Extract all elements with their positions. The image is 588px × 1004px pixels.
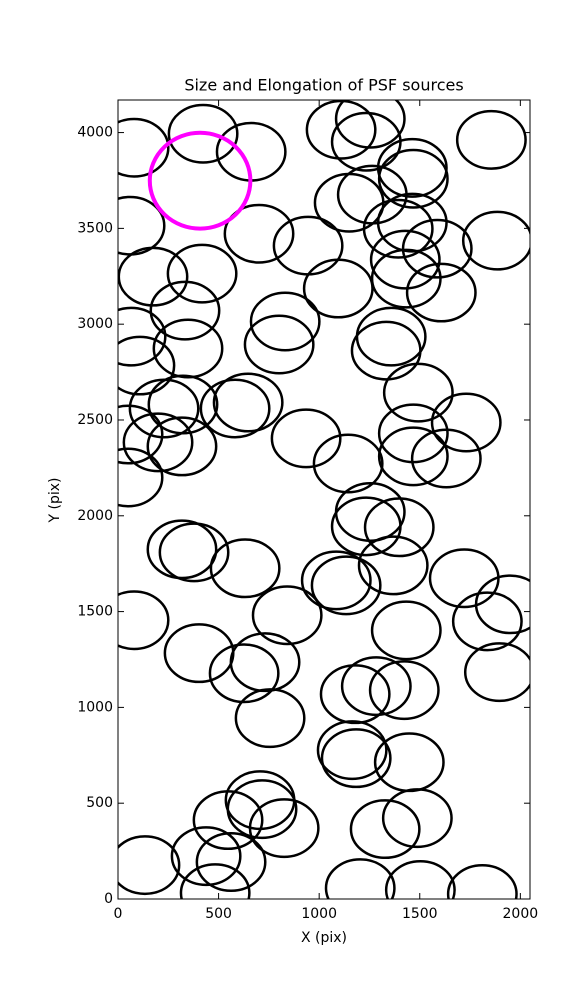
psf-ellipse (330, 496, 402, 557)
psf-ellipse (118, 404, 164, 465)
psf-ellipse (302, 258, 374, 319)
psf-ellipse (248, 798, 320, 859)
psf-ellipse (251, 585, 323, 646)
psf-ellipse (401, 218, 473, 279)
psf-ellipse (118, 590, 170, 651)
psf-ellipse (118, 246, 189, 307)
psf-ellipse (118, 117, 170, 178)
x-axis-label: X (pix) (301, 930, 347, 946)
psf-ellipse (243, 314, 315, 375)
psf-ellipse (147, 374, 219, 435)
psf-ellipse (195, 832, 267, 893)
psf-ellipse (463, 642, 530, 703)
psf-ellipse (319, 664, 391, 725)
psf-ellipse (118, 335, 176, 396)
x-tick-label: 1000 (301, 906, 337, 922)
psf-ellipse (363, 497, 435, 558)
x-tick-label: 1500 (402, 906, 438, 922)
psf-ellipse (146, 416, 218, 477)
psf-ellipse (382, 362, 454, 423)
psf-ellipse (446, 864, 518, 899)
psf-ellipse (474, 574, 530, 635)
psf-ellipse (118, 835, 181, 896)
y-tick-label: 2000 (77, 508, 113, 524)
psf-ellipse (163, 623, 235, 684)
psf-ellipse (146, 519, 218, 580)
psf-ellipse (310, 555, 382, 616)
plot-frame (117, 99, 531, 900)
psf-ellipse (377, 426, 449, 487)
y-axis-label: Y (pix) (47, 478, 63, 524)
psf-ellipse (167, 103, 239, 164)
psf-ellipse (377, 148, 449, 209)
psf-ellipse (199, 378, 271, 439)
psf-ellipse (158, 522, 230, 583)
psf-ellipse (223, 203, 295, 264)
y-tick-label: 0 (104, 891, 113, 907)
psf-ellipse (405, 262, 477, 323)
x-tick-label: 0 (114, 906, 123, 922)
y-tick-label: 4000 (77, 125, 113, 141)
psf-ellipse (334, 100, 406, 149)
psf-ellipse (370, 248, 442, 309)
highlight-circle (147, 130, 253, 231)
psf-ellipse (340, 656, 412, 717)
psf-ellipse (249, 291, 321, 352)
psf-ellipse (376, 137, 448, 198)
psf-ellipse (192, 790, 264, 851)
psf-ellipse (357, 535, 429, 596)
psf-ellipse (381, 788, 453, 849)
psf-ellipse (208, 643, 280, 704)
psf-ellipse (270, 408, 342, 469)
psf-ellipse (149, 280, 221, 341)
y-tick-label: 1500 (77, 604, 113, 620)
psf-ellipse (212, 372, 284, 433)
psf-ellipse (229, 632, 301, 693)
y-tick-label: 500 (86, 795, 113, 811)
psf-ellipse (320, 728, 392, 789)
psf-ellipse (226, 779, 298, 840)
chart-title: Size and Elongation of PSF sources (184, 76, 463, 95)
psf-ellipse (368, 660, 440, 721)
psf-ellipse (455, 109, 527, 170)
psf-ellipse (166, 243, 238, 304)
psf-ellipse (324, 858, 396, 899)
x-tick-label: 500 (205, 906, 232, 922)
psf-ellipse (179, 863, 251, 899)
x-tick-label: 2000 (503, 906, 539, 922)
psf-ellipse (430, 392, 502, 453)
y-tick-label: 3500 (77, 220, 113, 236)
psf-ellipse (316, 720, 388, 781)
psf-ellipse (312, 433, 384, 494)
psf-ellipse (350, 320, 422, 381)
psf-ellipse (272, 215, 344, 276)
psf-ellipse (362, 198, 434, 259)
y-tick-label: 2500 (77, 412, 113, 428)
psf-ellipse (384, 860, 456, 899)
psf-ellipse (209, 538, 281, 599)
psf-ellipse (122, 412, 194, 473)
psf-ellipse (336, 164, 408, 225)
plot-area (118, 100, 530, 899)
psf-ellipse (373, 732, 445, 793)
psf-ellipse (305, 100, 377, 160)
psf-ellipse (349, 799, 421, 860)
psf-ellipse (300, 550, 372, 611)
y-tick-label: 3000 (77, 316, 113, 332)
psf-ellipse (370, 600, 442, 661)
y-tick-label: 1000 (77, 699, 113, 715)
psf-ellipse (369, 229, 441, 290)
psf-ellipse (118, 447, 164, 508)
psf-ellipse (410, 428, 482, 489)
psf-ellipse (170, 826, 242, 887)
psf-ellipse (451, 591, 523, 652)
psf-ellipse (152, 318, 224, 379)
psf-ellipse (428, 548, 500, 609)
psf-ellipse (118, 306, 167, 367)
psf-ellipse (234, 688, 306, 749)
psf-ellipse (461, 210, 530, 271)
